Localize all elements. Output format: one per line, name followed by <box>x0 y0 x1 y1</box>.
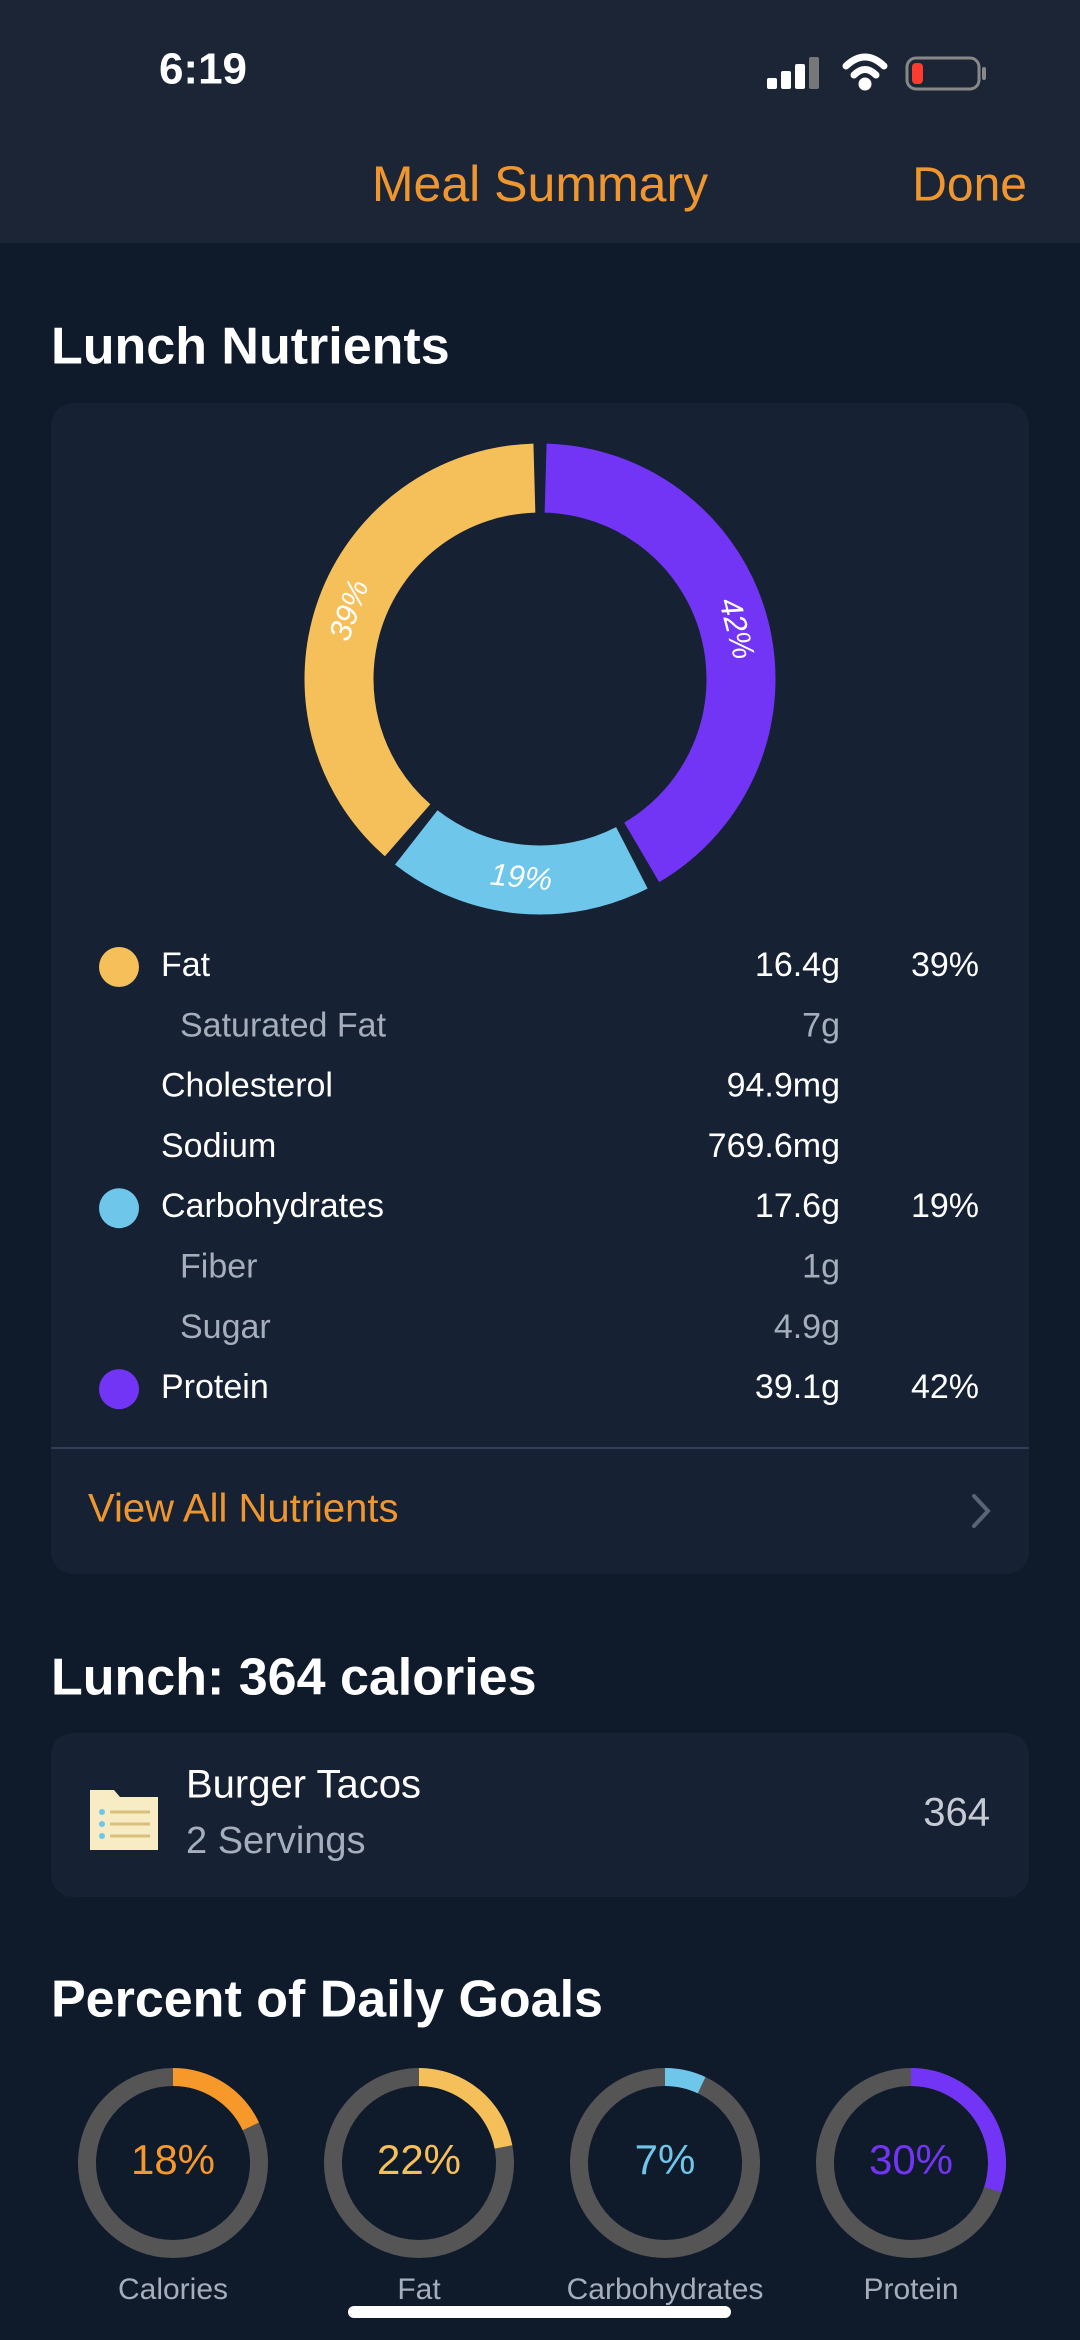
nutrient-name: Carbohydrates <box>161 1187 384 1225</box>
meal-name: Burger Tacos <box>186 1763 421 1807</box>
battery-level <box>912 63 923 84</box>
goal-name: Fat <box>397 2273 441 2306</box>
nutrient-name: Protein <box>161 1368 269 1406</box>
battery-body <box>905 56 981 91</box>
goal-percent: 7% <box>635 2136 696 2183</box>
nutrient-name: Fat <box>161 946 211 984</box>
goal-percent: 18% <box>131 2136 215 2183</box>
nutrient-name: Cholesterol <box>161 1067 333 1105</box>
donut-segment <box>304 443 536 857</box>
chevron <box>972 1494 991 1528</box>
nutrient-percent: 39% <box>911 946 979 984</box>
legend-dot <box>99 1188 139 1229</box>
icon-dot <box>99 1833 105 1839</box>
sub-nutrient-amount: 4.9g <box>774 1308 840 1346</box>
legend-dot <box>99 1369 139 1410</box>
wifi-icon <box>842 53 888 91</box>
goal-arc <box>910 2068 1006 2193</box>
folder <box>90 1790 158 1850</box>
battery-cap <box>982 67 986 80</box>
signal-bar <box>767 78 777 89</box>
signal-bar <box>809 57 819 89</box>
meal-calories: 364 <box>923 1791 990 1835</box>
signal-bar <box>795 64 805 89</box>
meal-card[interactable] <box>51 1733 1029 1897</box>
goal-name: Calories <box>118 2273 228 2306</box>
nav-title: Meal Summary <box>372 156 708 212</box>
section-title: Lunch: 364 calories <box>51 1649 537 1707</box>
nutrients-card <box>51 403 1029 1574</box>
done-button[interactable]: Done <box>912 159 1027 212</box>
wifi-arc <box>850 66 880 79</box>
nutrient-amount: 94.9mg <box>727 1067 840 1105</box>
nutrient-amount: 769.6mg <box>708 1127 840 1165</box>
legend-dot <box>99 947 139 987</box>
sub-nutrient-amount: 1g <box>802 1247 840 1285</box>
food-icon <box>90 1790 158 1850</box>
goal-arc <box>664 2068 706 2094</box>
nutrient-amount: 39.1g <box>755 1368 840 1406</box>
sub-nutrient-amount: 7g <box>802 1006 840 1044</box>
signal-bar <box>781 71 791 89</box>
wifi-dot <box>858 77 872 91</box>
goal-name: Carbohydrates <box>567 2273 764 2306</box>
sub-nutrient-name: Sugar <box>180 1308 271 1346</box>
icon-dot <box>99 1809 105 1815</box>
goal-arc <box>172 2068 259 2131</box>
donut-label: 19% <box>489 856 554 897</box>
nutrient-amount: 17.6g <box>755 1187 840 1225</box>
section-title: Lunch Nutrients <box>51 318 450 376</box>
section-title: Percent of Daily Goals <box>51 1971 603 2029</box>
battery-icon <box>905 56 986 91</box>
status-time: 6:19 <box>159 45 247 94</box>
meal-servings: 2 Servings <box>186 1820 366 1862</box>
sub-nutrient-name: Saturated Fat <box>180 1006 387 1044</box>
goal-name: Protein <box>863 2273 958 2306</box>
goal-arc <box>418 2068 513 2149</box>
donut-segment <box>395 809 648 915</box>
signal-icon <box>767 57 819 89</box>
sub-nutrient-name: Fiber <box>180 1247 257 1285</box>
nutrient-percent: 42% <box>911 1368 979 1406</box>
view-all-link[interactable]: View All Nutrients <box>88 1487 399 1531</box>
donut-segment <box>544 443 776 883</box>
nutrient-amount: 16.4g <box>755 946 840 984</box>
nav-bar <box>0 0 1080 243</box>
icon-dot <box>99 1821 105 1827</box>
nutrient-percent: 19% <box>911 1187 979 1225</box>
wifi-arc <box>842 53 888 70</box>
nutrient-name: Sodium <box>161 1127 276 1165</box>
goal-percent: 22% <box>377 2136 461 2183</box>
goal-percent: 30% <box>869 2136 953 2183</box>
home-indicator <box>348 2306 731 2318</box>
